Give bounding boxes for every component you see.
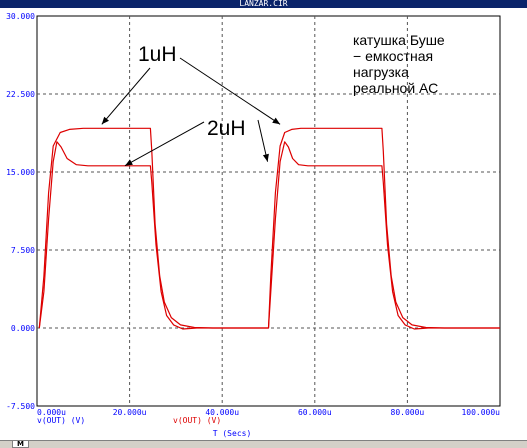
y-tick-label: 15.000 (6, 168, 35, 177)
y-tick-label: -7.500 (6, 402, 35, 411)
arrow-2uh-right (257, 119, 269, 162)
legend-item-2: v(OUT) (V) (173, 416, 221, 425)
chart-svg: -7.500 0.000 7.500 15.000 22.500 30.000 0.000… (6, 12, 501, 438)
annotation-1uh: 1uH (138, 43, 177, 66)
arrow-line (101, 67, 151, 125)
y-tick-label: 0.000 (11, 324, 35, 333)
x-tick-label: 100.000u (461, 408, 500, 417)
annotation-note-line: катушка Буше (353, 32, 445, 48)
annotation-note-line: реальной АС (353, 80, 438, 96)
plot-area: -7.500 0.000 7.500 15.000 22.500 30.000 0.000… (0, 8, 527, 440)
arrow-head (272, 117, 281, 125)
y-tick-label: 30.000 (6, 12, 35, 21)
x-axis-ticks: 0.000u 20.000u 40.000u 60.000u 80.000u 100.00… (37, 408, 500, 417)
legend-item-1: v(OUT) (V) (37, 416, 85, 425)
annotation-note-line: − емкостная (353, 48, 433, 64)
y-tick-label: 22.500 (6, 90, 35, 99)
y-tick-label: 7.500 (11, 246, 35, 255)
annotation-2uh: 2uH (207, 117, 246, 140)
legend: v(OUT) (V) v(OUT) (V) (37, 416, 221, 425)
arrow-head (262, 153, 269, 162)
arrow-line (124, 121, 205, 167)
x-tick-label: 0.000u (37, 408, 66, 417)
annotation-note: катушка Буше − емкостная нагрузка реальной … (353, 32, 445, 96)
window-title-bar: LANZAR.CIR (0, 0, 527, 8)
series-layer (38, 127, 500, 330)
arrow-1uh-right (179, 57, 281, 125)
x-tick-label: 80.000u (391, 408, 425, 417)
x-tick-label: 60.000u (298, 408, 332, 417)
x-axis-label: T (Secs) (213, 429, 252, 438)
arrow-head (101, 116, 109, 125)
sheet-tab-label: M (17, 440, 24, 448)
arrow-head (125, 159, 133, 166)
arrow-1uh-left (101, 67, 151, 125)
arrow-line (179, 57, 281, 125)
arrow-2uh-left (124, 121, 205, 167)
annotation-layer: 1uH 2uH катушка Буше − емкостная нагрузка реа… (101, 32, 445, 167)
annotation-note-line: нагрузка (353, 64, 409, 80)
plot-frame (36, 15, 501, 407)
y-axis-ticks: -7.500 0.000 7.500 15.000 22.500 30.000 (6, 12, 35, 411)
x-tick-label: 40.000u (205, 408, 239, 417)
series-line-2 (38, 141, 500, 330)
x-tick-label: 20.000u (113, 408, 147, 417)
window-title: LANZAR.CIR (239, 0, 288, 8)
